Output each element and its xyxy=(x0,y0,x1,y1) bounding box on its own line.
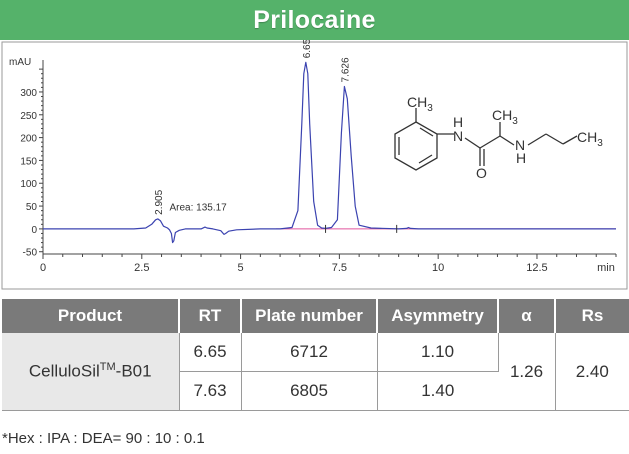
bond-ch2-ch2 xyxy=(545,133,564,145)
benzene-ring xyxy=(394,121,438,171)
title-bar: Prilocaine xyxy=(0,0,629,40)
area-annotation: Area: 135.17 xyxy=(169,203,227,214)
chromatogram-line xyxy=(43,61,616,244)
product-suffix: -B01 xyxy=(115,361,152,381)
x-tick-label: 12.5 xyxy=(526,262,547,274)
label-ch3-right: CH3 xyxy=(577,129,603,149)
y-tick-label: 250 xyxy=(20,111,37,122)
label-oxygen: O xyxy=(476,165,487,181)
table-row: CelluloSilTM-B01 6.65 6712 1.10 1.26 2.4… xyxy=(2,333,629,411)
label-h-amide: H xyxy=(453,114,463,130)
product-name: CelluloSil xyxy=(28,361,100,381)
peak-label: 6.651 xyxy=(302,40,313,58)
label-n-amine: N xyxy=(515,137,525,153)
chromatogram-trace xyxy=(43,61,616,244)
bond-n-ch2 xyxy=(527,133,547,146)
asymmetry-cell: 1.40 xyxy=(377,371,498,411)
table-row: 7.63 6805 1.40 xyxy=(2,371,629,411)
header-plate-number: Plate number xyxy=(241,299,378,333)
label-n-amide: N xyxy=(453,128,463,144)
y-tick-label: 50 xyxy=(26,202,38,213)
x-tick-label: 5 xyxy=(238,262,244,274)
plate-number-cell: 6712 xyxy=(241,333,378,372)
product-cell: CelluloSilTM-B01 xyxy=(2,333,180,411)
bond-ch2-ch3 xyxy=(562,135,578,145)
y-tick-label: 100 xyxy=(20,179,37,190)
product-trademark: TM xyxy=(99,361,116,374)
chart-frame xyxy=(1,41,628,290)
y-tick-label: -50 xyxy=(23,248,38,259)
bond-alpha-n xyxy=(499,135,515,146)
peak-label: 2.905 xyxy=(154,189,165,214)
peak-labels: 2.905 6.651 7.626 Area: 135.17 xyxy=(154,40,352,215)
prilocaine-structure xyxy=(394,108,578,171)
ring-double-bond-1 xyxy=(419,127,434,137)
label-ch3-mid: CH3 xyxy=(492,107,518,127)
x-tick-label: 10 xyxy=(432,262,444,274)
rt-cell: 7.63 xyxy=(179,371,242,411)
structure-labels: CH3 H N O CH3 N H CH3 xyxy=(407,94,603,181)
chart-title: Prilocaine xyxy=(253,5,376,34)
header-rs: Rs xyxy=(555,299,629,333)
rt-cell: 6.65 xyxy=(179,333,242,372)
peak-label: 7.626 xyxy=(340,57,351,82)
table-header-row: Product RT Plate number Asymmetry α Rs xyxy=(2,299,629,333)
x-axis-label: min xyxy=(597,262,615,274)
header-asymmetry: Asymmetry xyxy=(377,299,499,333)
y-tick-label: 0 xyxy=(31,225,37,236)
plate-number-cell: 6805 xyxy=(241,371,378,411)
header-product: Product xyxy=(2,299,180,333)
rs-cell: 2.40 xyxy=(555,333,629,411)
mobile-phase-footnote: *Hex : IPA : DEA= 90 : 10 : 0.1 xyxy=(2,430,205,447)
bond-n-carbonyl xyxy=(464,137,481,149)
y-tick-label: 200 xyxy=(20,134,37,145)
y-axis-label: mAU xyxy=(9,57,31,68)
x-tick-label: 2.5 xyxy=(134,262,149,274)
x-tick-label: 0 xyxy=(40,262,46,274)
ring-double-bond-2 xyxy=(418,154,433,164)
header-alpha: α xyxy=(498,299,556,333)
results-table: Product RT Plate number Asymmetry α Rs C… xyxy=(2,299,629,411)
y-tick-label: 300 xyxy=(20,88,37,99)
header-rt: RT xyxy=(179,299,242,333)
x-tick-label: 7.5 xyxy=(332,262,347,274)
asymmetry-cell: 1.10 xyxy=(377,333,499,372)
alpha-cell: 1.26 xyxy=(498,333,556,411)
label-h-amine: H xyxy=(516,150,526,166)
bond-carbonyl-alpha xyxy=(479,135,501,149)
label-ch3-top: CH3 xyxy=(407,94,433,114)
y-tick-label: 150 xyxy=(20,156,37,167)
